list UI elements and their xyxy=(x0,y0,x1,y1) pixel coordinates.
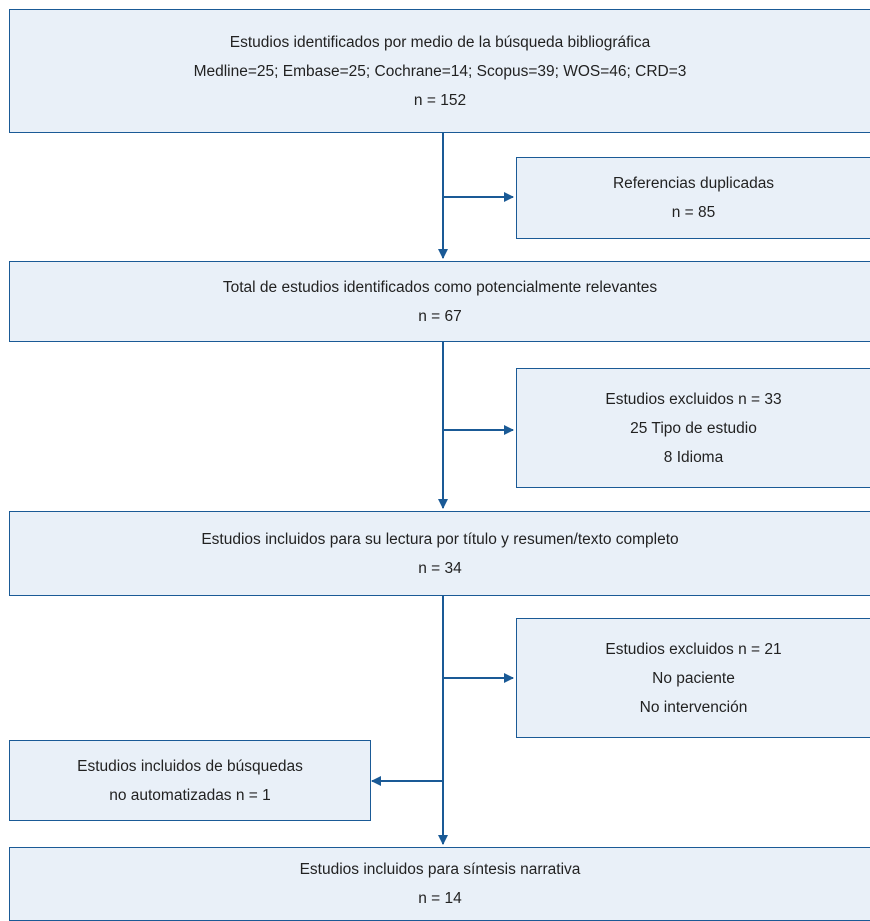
excluded-1-reason-type: 25 Tipo de estudio xyxy=(630,419,757,437)
included-reading-title: Estudios incluidos para su lectura por t… xyxy=(201,530,679,548)
duplicates-count: n = 85 xyxy=(671,204,716,221)
identified-count: n = 152 xyxy=(413,91,467,109)
box-potentially-relevant: Total de estudios identificados como pot… xyxy=(9,261,870,342)
manual-search-count: no automatizadas n = 1 xyxy=(109,786,271,804)
manual-search-title: Estudios incluidos de búsquedas xyxy=(77,757,303,775)
identified-sources: Medline=25; Embase=25; Cochrane=14; Scop… xyxy=(193,62,687,80)
box-identified-studies: Estudios identificados por medio de la b… xyxy=(9,9,870,133)
excluded-1-reason-language: 8 Idioma xyxy=(663,448,724,466)
included-reading-count: n = 34 xyxy=(418,559,462,577)
relevant-count: n = 67 xyxy=(418,307,462,325)
relevant-title: Total de estudios identificados como pot… xyxy=(222,278,658,296)
excluded-2-title: Estudios excluidos n = 21 xyxy=(605,640,782,658)
excluded-1-title: Estudios excluidos n = 33 xyxy=(605,390,782,408)
duplicates-title: Referencias duplicadas xyxy=(612,175,775,192)
final-count: n = 14 xyxy=(418,890,462,907)
box-manual-search-studies: Estudios incluidos de búsquedas no autom… xyxy=(9,740,371,821)
box-duplicate-references: Referencias duplicadas n = 85 xyxy=(516,157,870,239)
identified-title: Estudios identificados por medio de la b… xyxy=(229,33,651,51)
box-excluded-studies-1: Estudios excluidos n = 33 25 Tipo de est… xyxy=(516,368,870,488)
excluded-2-reason-intervention: No intervención xyxy=(639,698,748,716)
box-excluded-studies-2: Estudios excluidos n = 21 No paciente No… xyxy=(516,618,870,738)
excluded-2-reason-patient: No paciente xyxy=(652,669,735,687)
final-title: Estudios incluidos para síntesis narrati… xyxy=(299,861,581,878)
box-narrative-synthesis: Estudios incluidos para síntesis narrati… xyxy=(9,847,870,921)
box-included-for-reading: Estudios incluidos para su lectura por t… xyxy=(9,511,870,596)
